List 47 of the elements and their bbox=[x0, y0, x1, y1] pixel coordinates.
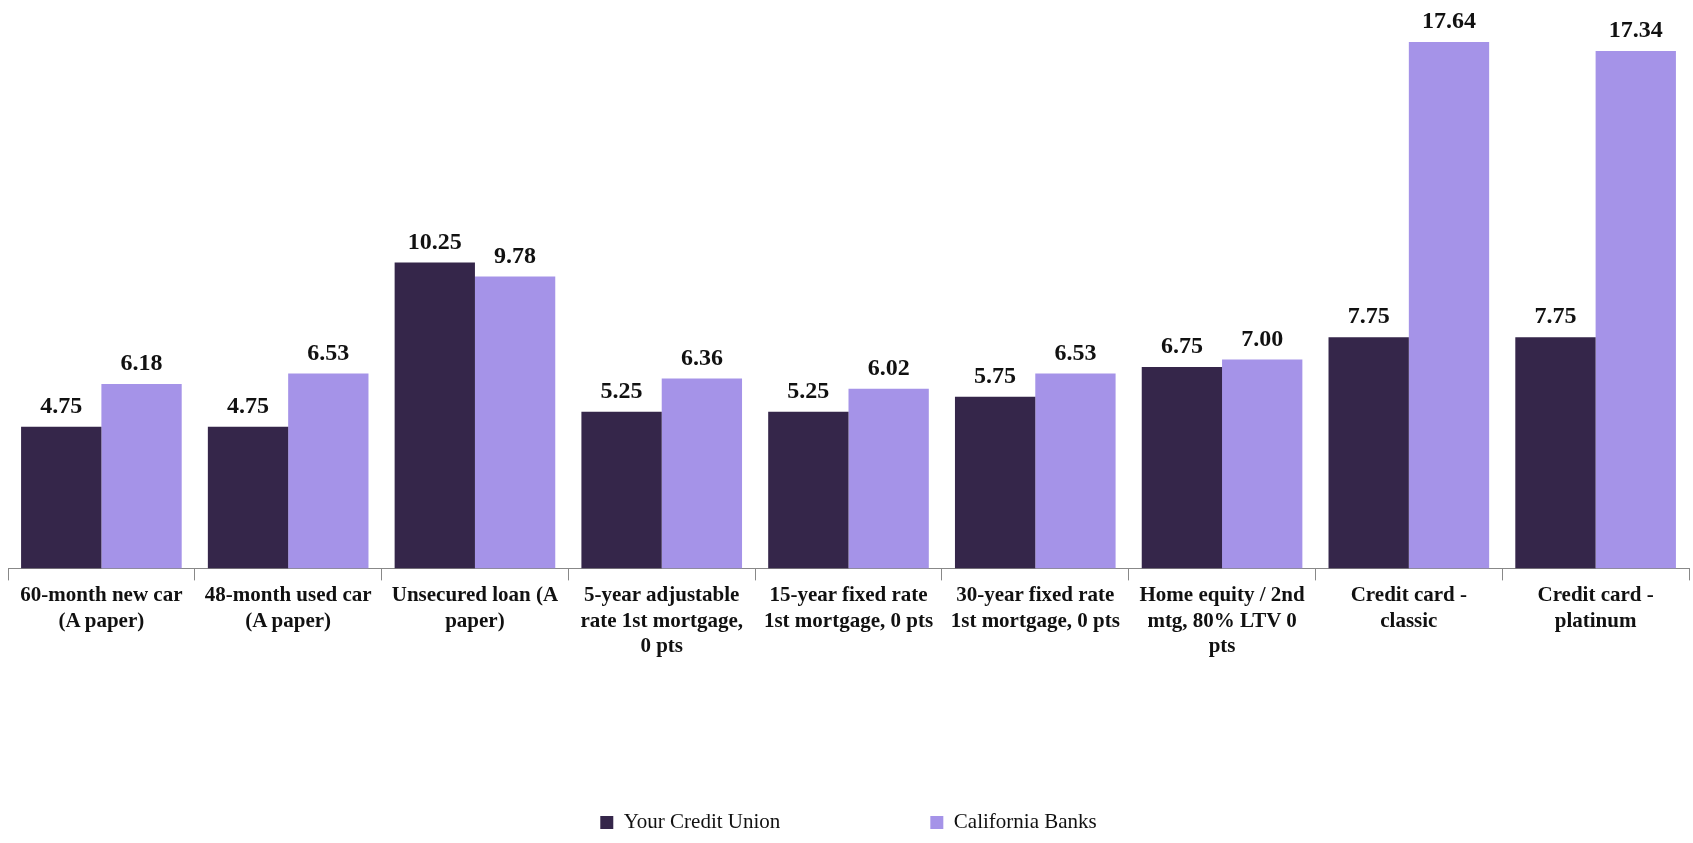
data-label: 5.75 bbox=[974, 362, 1017, 389]
x-tick-label: Credit card - classic bbox=[1350, 582, 1467, 632]
bar bbox=[1328, 337, 1409, 569]
data-label: 4.75 bbox=[227, 391, 270, 418]
x-tick-label: 30-year fixed rate 1st mortgage, 0 pts bbox=[950, 582, 1120, 632]
data-label: 7.75 bbox=[1347, 302, 1390, 329]
bar bbox=[1595, 50, 1676, 569]
data-label: 6.18 bbox=[120, 349, 163, 376]
data-label: 7.75 bbox=[1534, 302, 1577, 329]
data-label: 6.02 bbox=[867, 353, 910, 380]
x-tick-label: 60-month new car (A paper) bbox=[20, 582, 183, 632]
bar bbox=[1141, 366, 1223, 569]
data-label: 5.25 bbox=[600, 376, 643, 403]
data-label: 9.78 bbox=[494, 241, 537, 268]
bar bbox=[954, 396, 1036, 569]
bar bbox=[1222, 359, 1303, 569]
x-tick-label: 48-month used car (A paper) bbox=[204, 582, 372, 632]
x-tick-label: Unsecured loan (A paper) bbox=[391, 582, 559, 632]
data-label: 5.25 bbox=[787, 376, 830, 403]
data-label: 6.53 bbox=[1054, 338, 1097, 365]
bar bbox=[394, 262, 475, 569]
bar bbox=[1515, 337, 1596, 569]
bar bbox=[1408, 42, 1490, 569]
x-tick-label: Home equity / 2nd mtg, 80% LTV 0 pts bbox=[1139, 582, 1305, 657]
bar bbox=[768, 411, 849, 569]
bar bbox=[474, 276, 556, 569]
data-label: 17.64 bbox=[1421, 7, 1476, 34]
bar bbox=[661, 378, 743, 569]
data-label: 10.25 bbox=[407, 227, 462, 254]
bar bbox=[288, 373, 369, 569]
bar bbox=[21, 426, 102, 569]
bar bbox=[848, 388, 929, 569]
bar bbox=[581, 411, 662, 569]
data-label: 7.00 bbox=[1241, 324, 1284, 351]
x-tick-label: 5-year adjustable rate 1st mortgage, 0 pts bbox=[580, 582, 744, 657]
data-label: 6.36 bbox=[680, 343, 723, 370]
legend-label: Your Credit Union bbox=[623, 809, 781, 834]
data-label: 4.75 bbox=[40, 391, 83, 418]
data-label: 6.53 bbox=[307, 338, 350, 365]
x-tick-label: Credit card - platinum bbox=[1537, 582, 1654, 632]
legend-label: California Banks bbox=[953, 809, 1097, 834]
data-label: 17.34 bbox=[1608, 16, 1663, 43]
data-label: 6.75 bbox=[1160, 332, 1203, 359]
x-tick-label: 15-year fixed rate 1st mortgage, 0 pts bbox=[763, 582, 934, 632]
bar bbox=[101, 383, 182, 569]
bar bbox=[207, 426, 289, 569]
bar bbox=[1035, 373, 1116, 569]
